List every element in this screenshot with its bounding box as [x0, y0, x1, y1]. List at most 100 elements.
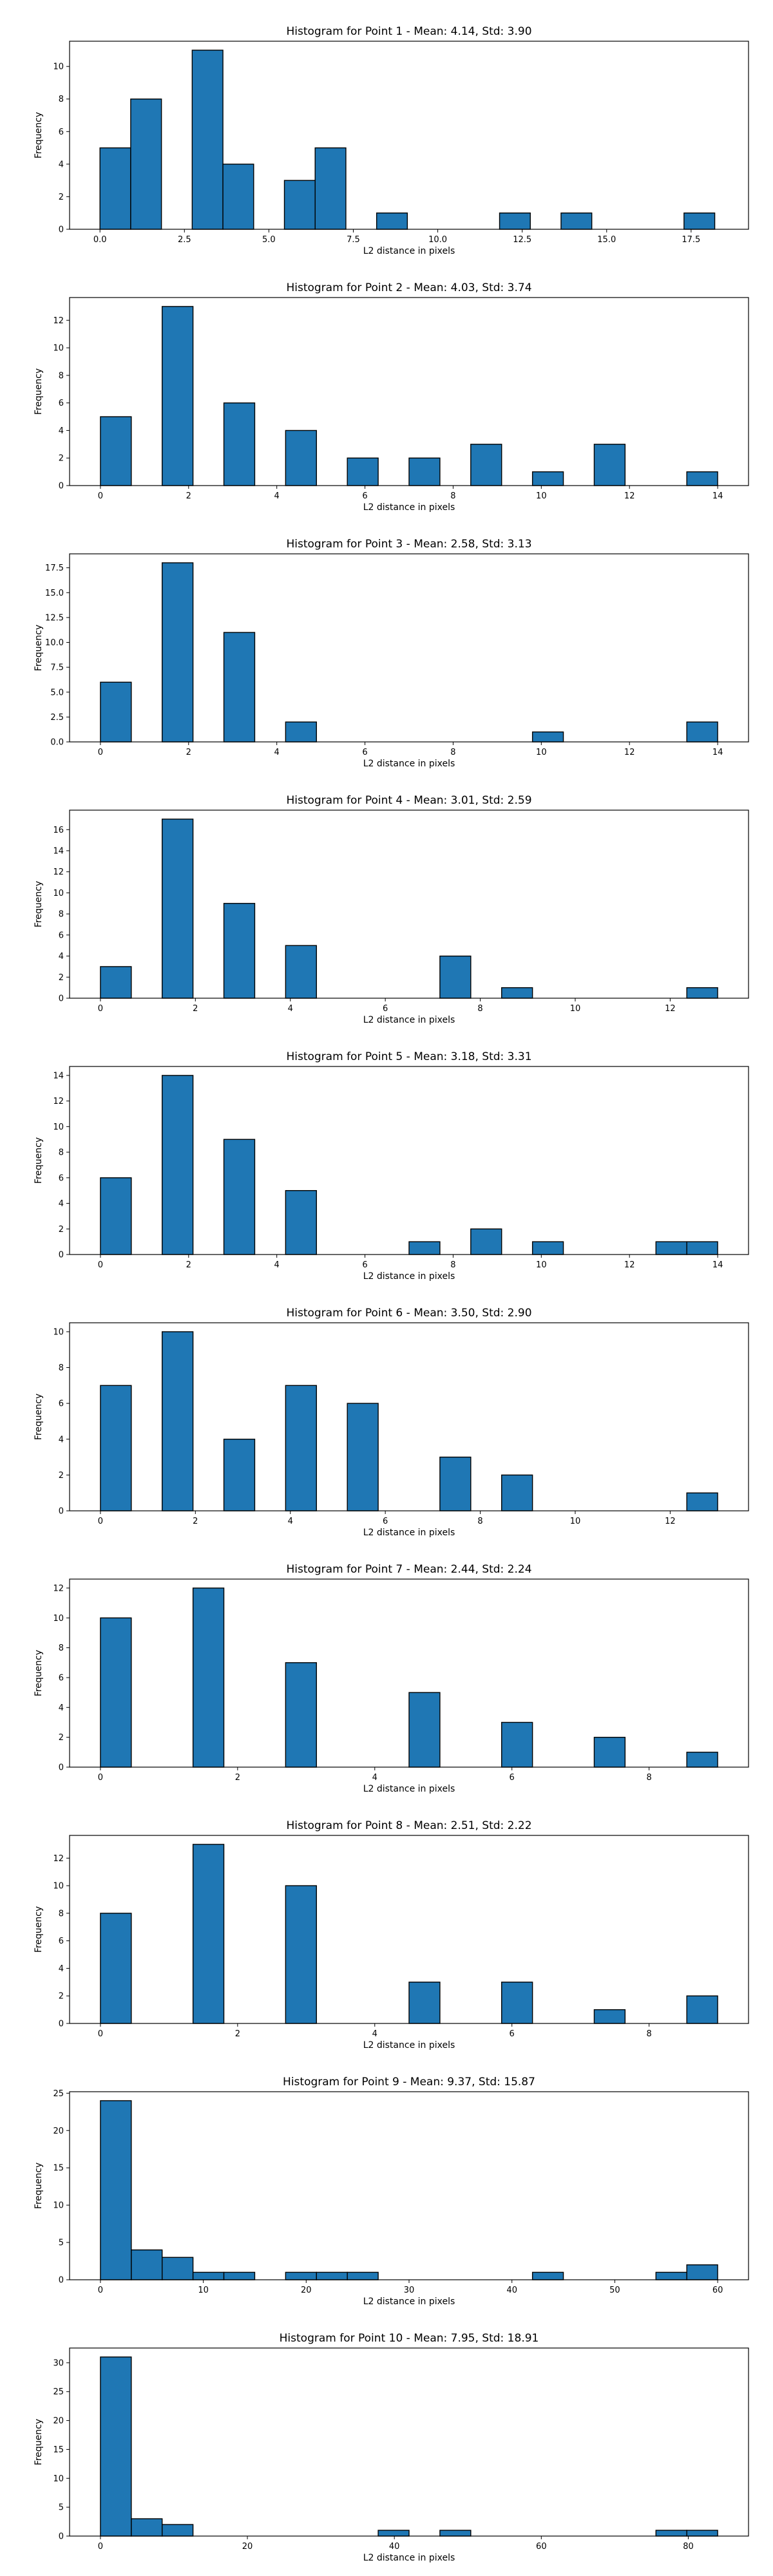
histogram-bar [100, 1913, 132, 2024]
y-tick-label: 0 [59, 2532, 64, 2542]
histogram-bar [560, 213, 593, 230]
y-tick-label: 10 [53, 2201, 64, 2211]
x-tick-label: 2 [235, 2029, 240, 2039]
y-tick-label: 12 [53, 867, 64, 877]
x-tick-label: 4 [274, 748, 280, 757]
y-tick-label: 4 [59, 1964, 64, 1974]
y-tick-label: 10 [53, 2474, 64, 2484]
x-tick-label: 17.5 [682, 235, 700, 245]
y-axis-label: Frequency [33, 625, 44, 671]
histogram-bar [408, 1982, 441, 2024]
histogram-bar [531, 2271, 564, 2280]
y-tick-label: 6 [59, 399, 64, 408]
y-tick-label: 12.5 [45, 613, 64, 623]
y-tick-label: 30 [53, 2358, 64, 2368]
y-tick-label: 2.5 [50, 713, 64, 723]
x-tick-label: 6 [362, 1260, 367, 1270]
y-tick-label: 2 [59, 1992, 64, 2002]
histogram-bar [686, 987, 718, 999]
y-tick-label: 10 [53, 1122, 64, 1132]
histogram-bar [283, 180, 316, 230]
x-tick-label: 2 [235, 1773, 240, 1783]
x-tick-label: 40 [389, 2542, 400, 2552]
x-tick-label: 14 [712, 1260, 723, 1270]
y-tick-label: 2 [59, 454, 64, 464]
histogram-panel-4: Histogram for Point 4 - Mean: 3.01, Std:… [33, 794, 749, 1025]
histogram-bar [100, 416, 132, 486]
axes-frame [69, 810, 749, 999]
y-tick-label: 2 [59, 1225, 64, 1235]
histogram-panel-3: Histogram for Point 3 - Mean: 2.58, Std:… [33, 538, 749, 769]
y-tick-label: 10.0 [45, 638, 64, 648]
y-tick-label: 0 [59, 1251, 64, 1260]
axes-frame [69, 553, 749, 743]
y-tick-label: 0.0 [50, 738, 64, 748]
y-tick-label: 8 [59, 95, 64, 104]
y-tick-label: 8 [59, 1148, 64, 1158]
y-tick-label: 0 [59, 482, 64, 491]
x-tick-label: 8 [477, 1004, 482, 1014]
x-tick-label: 40 [506, 2286, 517, 2295]
histogram-bar [162, 306, 194, 486]
histogram-bar [686, 1752, 718, 1768]
y-tick-label: 17.5 [45, 564, 64, 573]
histogram-bar [501, 1982, 533, 2024]
x-tick-label: 10 [536, 1260, 547, 1270]
y-tick-label: 16 [53, 826, 64, 835]
y-tick-label: 10 [53, 889, 64, 898]
histogram-bar [439, 955, 472, 999]
y-tick-label: 12 [53, 316, 64, 326]
histogram-bar [223, 2271, 256, 2280]
histogram-bar [593, 444, 626, 486]
histogram-bar [686, 471, 718, 486]
y-tick-label: 6 [59, 1173, 64, 1183]
y-tick-label: 0 [59, 994, 64, 1004]
y-axis-label: Frequency [33, 1906, 44, 1953]
y-tick-label: 0 [59, 2276, 64, 2286]
histogram-bar [285, 1385, 317, 1511]
y-tick-label: 20 [53, 2126, 64, 2136]
histogram-bar [501, 1721, 533, 1768]
histogram-bar [100, 1385, 132, 1511]
histogram-panel-1: Histogram for Point 1 - Mean: 4.14, Std:… [33, 25, 749, 256]
axes-frame [69, 1578, 749, 1768]
x-tick-label: 4 [288, 1517, 293, 1526]
y-tick-label: 10 [53, 1882, 64, 1891]
histogram-bar [285, 1189, 317, 1255]
x-tick-label: 4 [274, 491, 280, 501]
x-tick-label: 0 [98, 748, 103, 757]
histogram-bar [191, 50, 224, 230]
x-tick-label: 0 [98, 1773, 103, 1783]
x-axis-label: L2 distance in pixels [363, 502, 455, 513]
histogram-bar [531, 1241, 564, 1255]
x-tick-label: 6 [510, 2029, 515, 2039]
x-tick-label: 10 [570, 1517, 581, 1526]
y-tick-label: 4 [59, 160, 64, 169]
y-tick-label: 12 [53, 1584, 64, 1593]
x-tick-label: 10 [570, 1004, 581, 1014]
histogram-bar [655, 2530, 687, 2537]
x-tick-label: 30 [404, 2286, 415, 2295]
x-tick-label: 2 [186, 491, 191, 501]
y-tick-label: 25 [53, 2387, 64, 2397]
x-tick-label: 20 [301, 2286, 312, 2295]
x-tick-label: 2 [193, 1004, 198, 1014]
y-tick-label: 6 [59, 931, 64, 940]
y-tick-label: 4 [59, 1199, 64, 1209]
y-tick-label: 10 [53, 62, 64, 72]
x-tick-label: 0 [98, 1260, 103, 1270]
x-tick-label: 0 [98, 491, 103, 501]
histogram-bar [100, 681, 132, 743]
histogram-bar [501, 1474, 533, 1511]
histogram-bar [655, 1241, 687, 1255]
histogram-bar [439, 1456, 472, 1511]
chart-title: Histogram for Point 9 - Mean: 9.37, Std:… [283, 2076, 535, 2088]
axes-frame [69, 41, 749, 230]
x-axis-label: L2 distance in pixels [363, 2553, 455, 2563]
histogram-bar [285, 1885, 317, 2024]
histogram-bar [99, 147, 131, 230]
histogram-bar [408, 1692, 441, 1768]
y-tick-label: 0 [59, 2020, 64, 2029]
y-tick-label: 14 [53, 846, 64, 856]
histogram-bar [470, 444, 502, 486]
